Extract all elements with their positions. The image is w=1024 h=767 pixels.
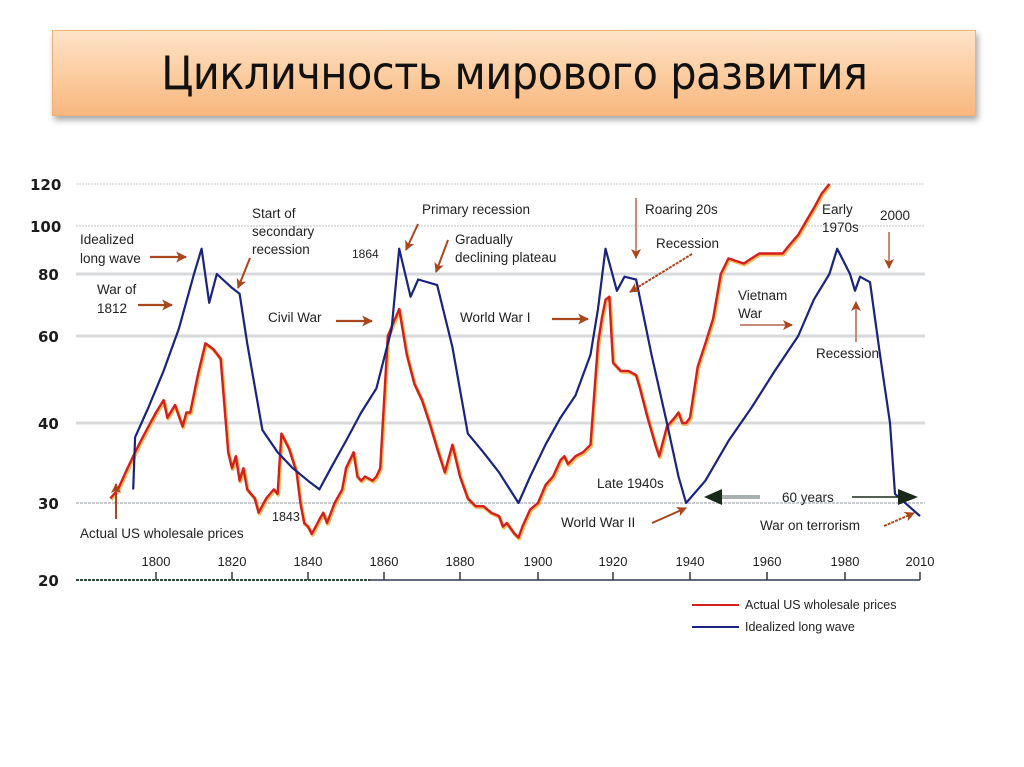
x-tick-label-1800: 1800 [142,554,171,569]
annotation-idealized-2: long wave [80,251,141,266]
annotation-idealized: Idealized [80,232,134,247]
x-tick-label-1980: 1980 [831,554,860,569]
slide-title: Цикличность мирового развития [160,46,868,100]
annotation-recession-1: Recession [656,236,719,251]
y-tick-30: 30 [38,495,59,513]
x-tick-label-1840: 1840 [294,554,323,569]
annotation-war-1812: War of [97,282,137,297]
annotation-1843: 1843 [272,510,300,524]
annotation-secondary: Start of [252,206,296,221]
x-axis: 1800 1820 1840 1860 1880 1900 1920 1940 1960 1980… [76,554,935,581]
x-tick-label-2010: 2010 [906,554,935,569]
legend-label-actual: Actual US wholesale prices [745,598,896,612]
x-tick-label-1860: 1860 [370,554,399,569]
annotation-primary-recession: Primary recession [422,202,530,217]
annotation-60-years: 60 years [782,490,834,505]
annotation-roaring-20s: Roaring 20s [645,202,718,217]
annotations: Idealized long wave War of 1812 Start of… [80,198,918,541]
annotation-recession-2: Recession [816,346,879,361]
x-tick-label-1820: 1820 [218,554,247,569]
annotation-civil-war: Civil War [268,310,322,325]
series-lines [109,183,921,541]
legend-label-idealized: Idealized long wave [745,620,855,634]
x-tick-label-1900: 1900 [524,554,553,569]
annotation-plateau-2: declining plateau [455,250,556,265]
annotation-vietnam: Vietnam [738,288,787,303]
annotation-vietnam-2: War [738,306,763,321]
y-tick-40: 40 [38,415,59,433]
x-tick-label-1880: 1880 [446,554,475,569]
annotation-secondary-3: recession [252,242,310,257]
annotation-actual-prices: Actual US wholesale prices [80,526,244,541]
y-tick-60: 60 [38,328,59,346]
annotation-early-1970s: Early [822,202,853,217]
y-axis-labels: 120 100 80 60 40 30 20 [30,176,61,590]
x-tick-label-1920: 1920 [599,554,628,569]
actual-prices-line [109,183,831,539]
y-tick-100: 100 [30,218,61,236]
annotation-ww1: World War I [460,310,531,325]
annotation-plateau: Gradually [455,232,513,247]
annotation-ww2: World War II [561,515,635,530]
annotation-war-1812-2: 1812 [97,301,127,316]
annotation-2000: 2000 [880,208,910,223]
annotation-1864: 1864 [352,247,379,261]
idealized-wave-line [132,247,921,517]
y-tick-20: 20 [38,572,59,590]
annotation-secondary-2: secondary [252,224,315,239]
annotation-early-1970s-2: 1970s [822,220,859,235]
y-tick-80: 80 [38,266,59,284]
x-tick-label-1960: 1960 [753,554,782,569]
legend: Actual US wholesale prices Idealized lon… [692,598,896,634]
y-tick-120: 120 [30,176,61,194]
annotation-war-on-terrorism: War on terrorism [760,518,860,533]
x-tick-label-1940: 1940 [676,554,705,569]
annotation-late-1940s: Late 1940s [597,476,664,491]
slide-title-box: Цикличность мирового развития [52,30,976,116]
